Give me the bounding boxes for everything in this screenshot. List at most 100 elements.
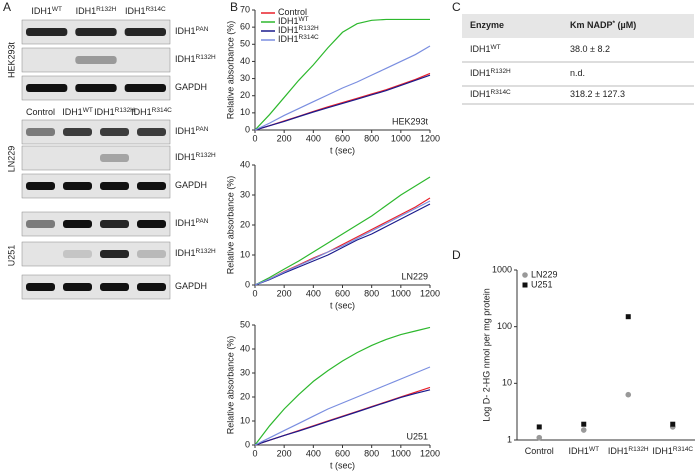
lane-header-base: IDH1 [76,6,97,16]
x-axis-label: t (sec) [330,460,355,470]
table-header-sup: * [613,20,616,27]
x-tick-label: 600 [335,288,350,298]
x-tick-label-base: IDH1 [568,446,589,456]
x-tick-label: IDH1WT [568,446,599,457]
band [100,128,129,136]
blot [21,47,171,73]
legend-label: U251 [531,279,553,289]
annotation: U251 [406,431,428,441]
series-line [254,389,431,446]
x-tick-label: 200 [277,288,292,298]
panel-label: A [3,0,11,14]
table-header-base: Km NADP [570,20,613,30]
blot-label: IDH1PAN [175,26,209,37]
band [63,128,92,136]
band [100,250,129,258]
x-tick-label: IDH1R314C [652,446,693,457]
y-tick-label: 40 [240,159,250,169]
blot-label-base: IDH1 [175,126,196,136]
table-cell-sup: R132H [491,68,512,75]
x-tick-label: 600 [335,133,350,143]
table-cell: IDH1WT [470,44,501,55]
y-tick-label: 30 [240,189,250,199]
band [137,182,166,190]
legend-label-sup: WT [299,16,309,23]
point [536,434,543,441]
blot-label: IDH1PAN [175,126,209,137]
band [26,84,68,92]
y-tick-label: 50 [240,319,250,329]
lane-header: IDH1WT [31,6,62,17]
lane-header-sup: WT [83,107,93,114]
y-tick-label: 100 [497,321,512,331]
band [137,283,166,291]
band [137,128,166,136]
y-tick-label: 20 [240,391,250,401]
series-line [254,200,431,286]
legend-label-sup: R314C [299,34,320,41]
blot-label-base: IDH1 [175,26,196,36]
x-tick-label: 400 [306,288,321,298]
table-cell: 318.2 ± 127.3 [570,89,625,99]
blot-label: GAPDH [175,180,207,190]
table-cell-base: IDH1 [470,89,491,99]
series-line [254,203,431,286]
point [625,314,631,320]
annotation: LN229 [401,271,428,281]
x-tick-label: 200 [277,448,292,458]
y-tick-label: 60 [240,22,250,32]
blot-label-base: GAPDH [175,281,207,291]
blot-label-sup: PAN [196,26,209,33]
legend-label: LN229 [531,269,558,279]
x-tick-label: 1000 [391,288,411,298]
y-tick-label: 1000 [492,264,512,274]
y-axis-label: Relative absorbance (%) [225,336,235,435]
table-header-after: (µM) [615,20,636,30]
table-cell-base: IDH1 [470,68,491,78]
point [670,421,676,427]
blot-label: IDH1PAN [175,218,209,229]
point [536,424,542,430]
point [580,427,587,433]
table-cell-base: IDH1 [470,44,491,54]
y-tick-label: 0 [245,124,250,134]
x-tick-label-base: IDH1 [652,446,673,456]
blot-label: IDH1R132H [175,152,216,163]
y-tick-label: 70 [240,4,250,14]
lane-header-base: IDH1 [131,107,152,117]
legend-label-base: IDH1 [278,16,299,26]
band [63,182,92,190]
blot [21,241,171,267]
x-tick-label: 0 [252,133,257,143]
cell-line: U251 [6,245,16,267]
panel-label: C [452,0,461,14]
x-tick-label: 1200 [420,133,440,143]
legend-label-sup: R132H [299,25,320,32]
y-tick-label: 40 [240,56,250,66]
x-tick-label: 1200 [420,448,440,458]
blot-label-base: IDH1 [175,54,196,64]
band [26,283,55,291]
table-cell: 38.0 ± 8.2 [570,44,610,54]
x-tick-label: IDH1R132H [608,446,649,457]
blot-label-sup: R132H [196,248,217,255]
band [100,182,129,190]
table-cell-sup: R314C [491,89,512,96]
band [137,220,166,228]
blot-label: IDH1R132H [175,54,216,65]
x-tick-label: 1200 [420,288,440,298]
panel-label: B [230,0,238,14]
band [124,28,166,36]
legend-label-base: IDH1 [278,34,299,44]
blot-label: GAPDH [175,82,207,92]
table-cell: n.d. [570,68,585,78]
blot-label: GAPDH [175,281,207,291]
annotation: HEK293t [392,116,429,126]
x-tick-label: 200 [277,133,292,143]
series-line [254,366,431,446]
x-axis-label: t (sec) [330,145,355,155]
lane-header: IDH1R132H [94,107,135,118]
lane-header: Control [26,107,55,117]
cell-line: HEK293t [6,41,16,78]
x-tick-label: 1000 [391,448,411,458]
